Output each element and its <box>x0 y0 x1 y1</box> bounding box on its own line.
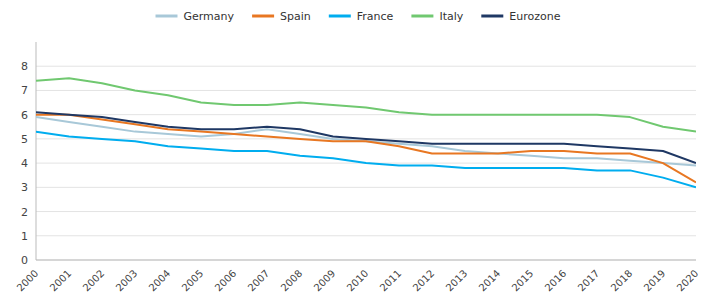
legend-label: Eurozone <box>509 10 560 23</box>
x-tick-label: 2017 <box>576 268 602 294</box>
x-tick-label: 2003 <box>114 268 140 294</box>
legend-swatch <box>252 15 274 18</box>
series-line <box>36 115 696 183</box>
x-tick-label: 2000 <box>15 268 41 294</box>
legend-swatch <box>329 15 351 18</box>
grid <box>36 66 696 260</box>
x-tick-label: 2020 <box>675 268 701 294</box>
x-tick-label: 2016 <box>543 268 569 294</box>
x-tick-label: 2001 <box>48 268 74 294</box>
x-tick-label: 2018 <box>609 268 635 294</box>
x-tick-label: 2004 <box>147 268 173 294</box>
y-tick-label: 2 <box>21 206 28 219</box>
x-tick-label: 2007 <box>246 268 272 294</box>
grid-line <box>36 187 696 188</box>
x-tick-label: 2008 <box>279 268 305 294</box>
y-tick-label: 3 <box>21 181 28 194</box>
legend: Germany Spain France Italy Eurozone <box>156 10 561 23</box>
x-tick-label: 2014 <box>477 268 503 294</box>
lines <box>36 78 696 187</box>
grid-line <box>36 211 696 212</box>
y-axis-line <box>36 42 37 260</box>
y-tick-label: 8 <box>21 60 28 73</box>
legend-label: France <box>357 10 394 23</box>
y-tick-label: 6 <box>21 109 28 122</box>
legend-swatch <box>481 15 503 18</box>
series-line <box>36 78 696 131</box>
grid-line <box>36 66 696 67</box>
x-tick-label: 2015 <box>510 268 536 294</box>
x-axis: 2000 2001 2002 2003 2004 2005 2006 2007 2008 2009… <box>15 260 701 293</box>
x-tick-label: 2009 <box>312 268 338 294</box>
x-tick-label: 2012 <box>411 268 437 294</box>
y-tick-label: 7 <box>21 84 28 97</box>
y-axis: 0 1 2 3 4 5 6 7 8 <box>21 42 36 267</box>
legend-label: Germany <box>184 10 235 23</box>
y-tick-label: 1 <box>21 230 28 243</box>
y-tick-label: 4 <box>21 157 28 170</box>
x-tick-label: 2013 <box>444 268 470 294</box>
y-tick-label: 0 <box>21 254 28 267</box>
series-line <box>36 132 696 188</box>
x-axis-line <box>36 260 696 261</box>
legend-item: Germany <box>156 10 235 23</box>
x-tick-label: 2006 <box>213 268 239 294</box>
grid-line <box>36 260 696 261</box>
series-line <box>36 112 696 163</box>
y-tick-label: 5 <box>21 133 28 146</box>
legend-item: Italy <box>411 10 463 23</box>
x-tick-label: 2002 <box>81 268 107 294</box>
legend-swatch <box>156 15 178 18</box>
x-tick-label: 2010 <box>345 268 371 294</box>
x-tick-label: 2019 <box>642 268 668 294</box>
legend-item: Eurozone <box>481 10 560 23</box>
legend-label: Spain <box>280 10 311 23</box>
legend-swatch <box>411 15 433 18</box>
x-tick-label: 2011 <box>378 268 404 294</box>
chart: 0123456782000200120022003200420052006200… <box>0 0 716 306</box>
grid-line <box>36 235 696 236</box>
x-tick-label: 2005 <box>180 268 206 294</box>
legend-label: Italy <box>439 10 463 23</box>
legend-item: Spain <box>252 10 311 23</box>
legend-item: France <box>329 10 394 23</box>
